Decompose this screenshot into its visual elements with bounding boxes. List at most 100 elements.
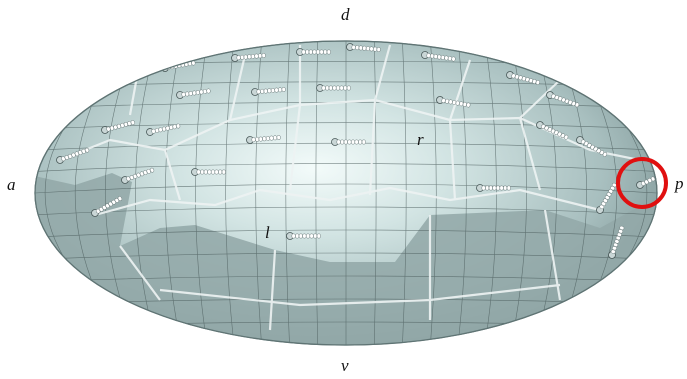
bristle-bead: [255, 136, 260, 142]
mesh-line: [44, 129, 64, 257]
mesh-line: [135, 75, 149, 311]
plate-edge: [228, 54, 247, 121]
bristle-bead: [437, 54, 442, 60]
bristle-bead: [426, 53, 431, 58]
bristle-bead: [258, 136, 263, 142]
bristle-chain: [101, 120, 135, 134]
bristle-bead: [574, 102, 580, 108]
bristle-bead: [270, 87, 275, 93]
bristle-bead: [481, 185, 486, 191]
bristle-bead: [258, 53, 263, 59]
plate-edge: [288, 104, 302, 191]
bristle-bead: [278, 87, 283, 93]
bristle-bead: [240, 54, 245, 60]
bristle-bead: [262, 136, 267, 142]
bristle-bead: [256, 89, 261, 95]
bristle-bead: [488, 185, 493, 191]
plate-edge: [448, 119, 457, 201]
bristle-bead: [218, 169, 223, 175]
bristle-bead: [358, 139, 363, 145]
bristle-bead: [243, 54, 248, 60]
label-ventral: v: [341, 356, 349, 375]
plate-edge: [368, 99, 377, 196]
bristle-bead: [312, 49, 317, 55]
bristle-bead: [365, 46, 370, 52]
plate-edge: [119, 245, 161, 301]
bristle-chain: [231, 53, 266, 62]
bristle-bead: [305, 233, 311, 239]
bristle-chain: [346, 43, 381, 52]
bristle-bead: [340, 139, 345, 145]
bristle-bead: [347, 139, 352, 145]
bristle-bead: [358, 45, 363, 51]
mesh-line: [430, 46, 437, 340]
bristle-chain: [546, 91, 580, 108]
mesh-line: [515, 65, 527, 321]
bristle-chain: [608, 225, 625, 259]
mesh-lines: [35, 41, 657, 345]
bristle-bead: [447, 56, 453, 61]
bristle-bead: [657, 173, 662, 179]
bristle-chain: [176, 88, 211, 99]
bristle-bead: [495, 185, 501, 191]
bristle-bead: [276, 135, 281, 140]
bristle-bead: [295, 233, 300, 239]
mesh-line: [74, 105, 92, 281]
bristle-chain: [506, 71, 540, 85]
bristle-bead: [355, 45, 360, 51]
bristle-bead: [202, 89, 208, 94]
mesh-line: [373, 41, 377, 345]
bristle-bead: [325, 85, 330, 91]
plate-edge: [159, 283, 561, 307]
bristle-bead: [199, 89, 204, 95]
bristle-bead: [376, 47, 381, 52]
label-posterior: p: [675, 174, 684, 193]
mesh-line: [402, 43, 407, 343]
bristle-bead: [188, 91, 193, 96]
bristle-bead: [485, 185, 490, 191]
bristle-bead: [250, 53, 255, 59]
bristle-bead: [281, 87, 286, 92]
bristle-bead: [343, 139, 348, 145]
bristle-chain: [476, 184, 511, 192]
bristle-bead: [316, 233, 321, 239]
bristle-bead: [84, 147, 90, 153]
bristle-bead: [192, 90, 197, 96]
bristle-chain: [251, 87, 286, 96]
bristle-bead: [260, 88, 265, 94]
bristle-chain: [121, 167, 155, 184]
bristle-bead: [210, 169, 216, 175]
bristle-bead: [298, 233, 303, 239]
bristle-bead: [335, 85, 341, 91]
highlight-circle-marker: [616, 157, 668, 209]
shell-dark-region: [35, 173, 657, 345]
bristle-bead: [265, 135, 270, 141]
bristle-bead: [354, 139, 359, 145]
bristle-bead: [326, 49, 331, 55]
bristle-bead: [619, 225, 625, 231]
mesh-line: [105, 88, 121, 298]
bristle-chain: [316, 84, 351, 92]
bristle-chain: [191, 168, 226, 176]
bristle-bead: [203, 169, 208, 175]
plate-edge: [448, 59, 472, 121]
plate-edge: [373, 44, 392, 101]
bristle-bead: [451, 56, 456, 62]
bristle-bead: [321, 85, 326, 91]
plate-edge: [94, 186, 601, 217]
bristle-chain: [286, 232, 321, 240]
mesh-line: [165, 65, 177, 321]
plate-edge: [163, 149, 182, 201]
mesh-line: [628, 129, 648, 257]
bristle-bead: [273, 135, 278, 141]
bristle-chain: [246, 135, 281, 144]
bristle-bead: [339, 85, 344, 91]
bristle-bead: [308, 49, 313, 55]
bristle-bead: [200, 169, 205, 175]
bristle-bead: [444, 55, 449, 61]
bristle-chain: [91, 196, 123, 217]
bristle-bead: [373, 46, 378, 52]
bristle-bead: [195, 90, 200, 95]
bristle-bead: [309, 233, 314, 239]
